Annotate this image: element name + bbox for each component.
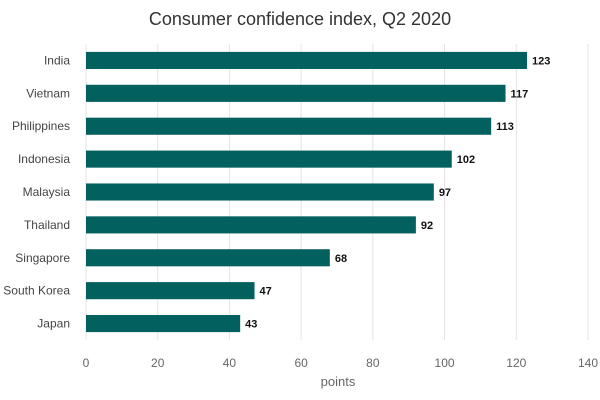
category-label: Philippines xyxy=(12,119,70,133)
category-labels: India Vietnam Philippines Indonesia Malaysia… xyxy=(3,53,70,330)
bar xyxy=(86,51,528,69)
x-tick-label: 100 xyxy=(435,356,455,370)
x-tick-label: 120 xyxy=(506,356,526,370)
value-label: 97 xyxy=(439,187,451,199)
x-tick-label: 60 xyxy=(294,356,308,370)
value-label: 102 xyxy=(457,154,475,166)
category-label: South Korea xyxy=(3,284,70,298)
category-label: Japan xyxy=(37,317,70,331)
bar xyxy=(86,150,452,168)
x-axis-label: points xyxy=(321,374,356,389)
category-label: Malaysia xyxy=(23,185,71,199)
bars xyxy=(86,51,528,333)
chart-title: Consumer confidence index, Q2 2020 xyxy=(149,9,451,29)
value-label: 47 xyxy=(260,286,272,298)
x-tick-label: 140 xyxy=(578,356,598,370)
x-axis-ticks: 0 20 40 60 80 100 120 140 xyxy=(83,356,599,370)
value-label: 113 xyxy=(496,121,514,133)
value-label: 123 xyxy=(532,55,550,67)
value-label: 92 xyxy=(421,220,433,232)
bar xyxy=(86,183,434,201)
value-label: 68 xyxy=(335,253,347,265)
bar xyxy=(86,315,241,333)
bar xyxy=(86,249,330,267)
category-label: Singapore xyxy=(15,251,70,265)
category-label: Thailand xyxy=(24,218,70,232)
value-label: 117 xyxy=(511,88,529,100)
bar xyxy=(86,282,255,300)
x-tick-label: 40 xyxy=(223,356,237,370)
bar xyxy=(86,216,416,234)
category-label: Indonesia xyxy=(18,152,70,166)
bar xyxy=(86,84,506,102)
x-tick-label: 20 xyxy=(151,356,165,370)
value-label: 43 xyxy=(245,319,257,331)
value-labels: 123 117 113 102 97 92 68 47 43 xyxy=(245,55,550,330)
bar xyxy=(86,117,492,135)
x-tick-label: 80 xyxy=(366,356,380,370)
category-label: Vietnam xyxy=(26,86,70,100)
x-tick-label: 0 xyxy=(83,356,90,370)
category-label: India xyxy=(44,53,70,67)
